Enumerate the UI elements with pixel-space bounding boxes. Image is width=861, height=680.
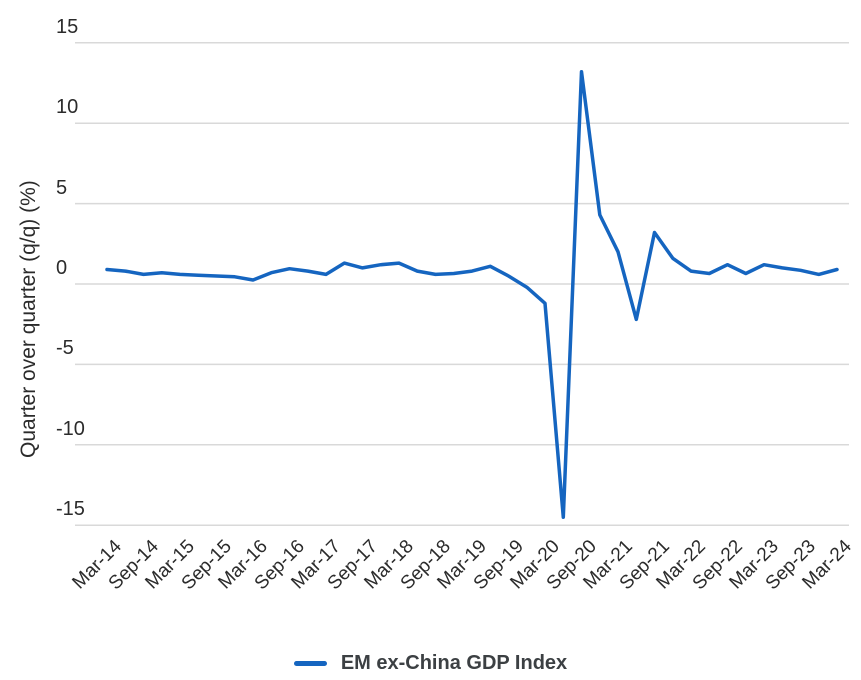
legend: EM ex-China GDP Index: [0, 649, 861, 677]
legend-line-swatch: [293, 660, 327, 666]
y-tick-label: 5: [56, 176, 68, 199]
y-tick-label: -15: [56, 498, 85, 521]
gdp-index-line: [105, 69, 839, 519]
y-tick-label: -10: [56, 417, 85, 440]
y-tick-label: 0: [56, 257, 68, 279]
y-tick-label: -5: [56, 337, 74, 360]
y-axis-title: Quarter over quarter (q/q) (%): [17, 180, 40, 458]
y-tick-label: 10: [56, 96, 79, 119]
y-tick-label: 15: [56, 15, 79, 38]
legend-series-label: EM ex-China GDP Index: [340, 651, 568, 674]
gridlines: [75, 42, 849, 526]
